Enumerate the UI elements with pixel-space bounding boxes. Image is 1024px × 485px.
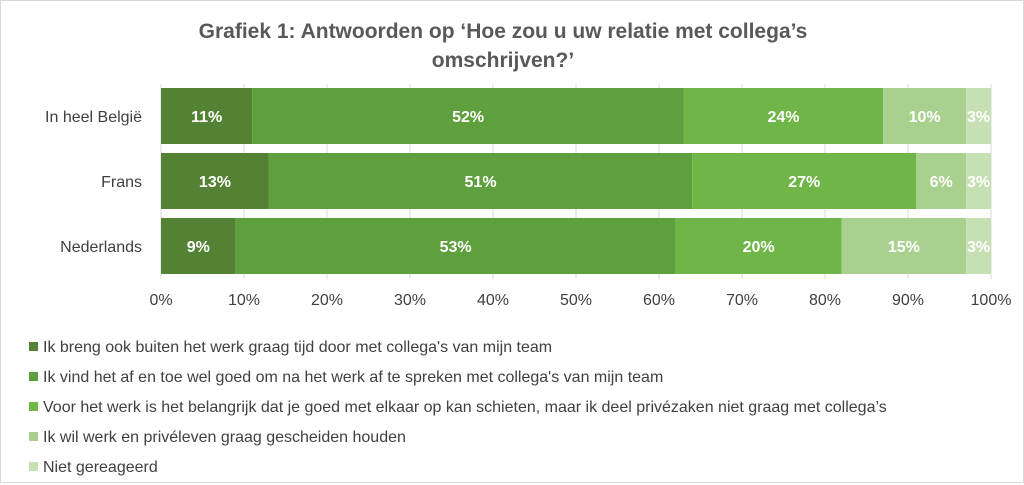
legend-item-4: Niet gereageerd — [29, 455, 887, 485]
bar-0-4 — [966, 88, 991, 144]
legend-swatch-0 — [29, 342, 38, 351]
bar-1-3 — [916, 153, 967, 209]
data-label-2-2: 20% — [743, 239, 775, 256]
legend-swatch-1 — [29, 372, 38, 381]
x-tick-label-9: 90% — [892, 292, 924, 309]
data-label-2-0: 9% — [187, 239, 210, 256]
x-tick-label-5: 50% — [560, 292, 592, 309]
x-tick-label-2: 20% — [311, 292, 343, 309]
data-label-2-1: 53% — [440, 239, 472, 256]
legend-label-1: Ik vind het af en toe wel goed om na het… — [43, 369, 664, 386]
legend-item-3: Ik wil werk en privéleven graag gescheid… — [29, 425, 887, 455]
bar-1-4 — [966, 153, 991, 209]
bar-1-1 — [268, 153, 693, 209]
x-tick-label-6: 60% — [643, 292, 675, 309]
x-tick-label-4: 40% — [477, 292, 509, 309]
bar-0-0 — [161, 88, 253, 144]
stacked-bar-chart: In heel België 11% 52% 24% 10% 3% Frans 13% 51% 2… — [45, 84, 1012, 309]
data-label-1-2: 27% — [788, 174, 820, 191]
chart-legend: Ik breng ook buiten het werk graag tijd … — [29, 335, 887, 485]
data-label-2-3: 15% — [888, 239, 920, 256]
legend-swatch-2 — [29, 402, 38, 411]
data-label-2-4: 3% — [967, 239, 990, 256]
x-tick-label-10: 100% — [971, 292, 1012, 309]
x-tick-label-3: 30% — [394, 292, 426, 309]
legend-item-1: Ik vind het af en toe wel goed om na het… — [29, 365, 887, 395]
bar-0-2 — [683, 88, 884, 144]
data-label-1-1: 51% — [465, 174, 497, 191]
data-label-0-2: 24% — [767, 109, 799, 126]
bar-1-2 — [692, 153, 917, 209]
data-label-0-4: 3% — [967, 109, 990, 126]
legend-swatch-4 — [29, 462, 38, 471]
legend-item-0: Ik breng ook buiten het werk graag tijd … — [29, 335, 887, 365]
chart-title-line-1: Grafiek 1: Antwoorden op ‘Hoe zou u uw r… — [198, 20, 808, 43]
bar-2-3 — [841, 218, 967, 274]
legend-label-3: Ik wil werk en privéleven graag gescheid… — [43, 429, 406, 446]
legend-label-4: Niet gereageerd — [43, 459, 158, 476]
legend-swatch-3 — [29, 432, 38, 441]
data-label-0-0: 11% — [191, 109, 222, 126]
data-label-1-4: 3% — [967, 174, 990, 191]
x-tick-label-7: 70% — [726, 292, 758, 309]
x-tick-label-8: 80% — [809, 292, 841, 309]
data-label-0-1: 52% — [452, 109, 484, 126]
x-tick-label-1: 10% — [228, 292, 260, 309]
bar-1-0 — [161, 153, 269, 209]
data-label-1-3: 6% — [930, 174, 953, 191]
bar-2-4 — [966, 218, 991, 274]
legend-item-2: Voor het werk is het belangrijk dat je g… — [29, 395, 887, 425]
category-label-2: Nederlands — [60, 239, 142, 256]
category-label-0: In heel België — [45, 109, 142, 126]
x-tick-label-0: 0% — [149, 292, 172, 309]
category-label-1: Frans — [101, 174, 142, 191]
chart-title-line-2: omschrijven?’ — [431, 49, 575, 72]
bar-2-1 — [235, 218, 676, 274]
bar-2-0 — [161, 218, 236, 274]
legend-label-0: Ik breng ook buiten het werk graag tijd … — [43, 339, 553, 356]
data-label-0-3: 10% — [909, 109, 941, 126]
data-label-1-0: 13% — [199, 174, 231, 191]
legend-label-2: Voor het werk is het belangrijk dat je g… — [43, 399, 887, 416]
bar-2-2 — [675, 218, 842, 274]
bar-0-3 — [883, 88, 967, 144]
bar-0-1 — [252, 88, 684, 144]
